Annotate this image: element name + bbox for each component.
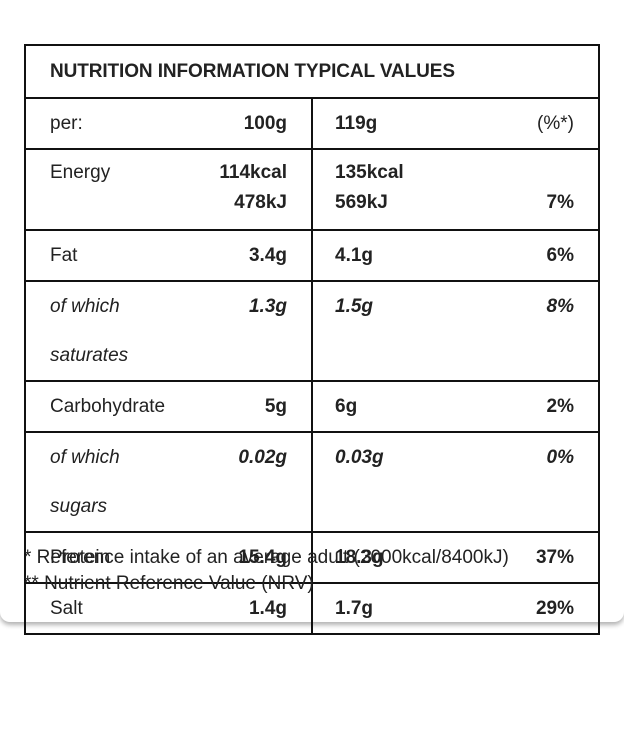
table-row: Carbohydrate 5g 6g 2% — [25, 380, 599, 432]
table-title-row: NUTRITION INFORMATION TYPICAL VALUES — [25, 45, 599, 98]
energy-label: Energy — [50, 162, 111, 183]
header-100g: 100g — [168, 97, 313, 149]
footnotes: * Reference intake of an average adult (… — [24, 545, 509, 597]
table-row: of which sugars 0.02g 0.03g 0% — [25, 431, 599, 532]
row-label: of which saturates — [25, 280, 169, 381]
row-pct: 29% — [455, 582, 599, 634]
energy-kcal-serving: 135kcal — [335, 162, 404, 183]
row-pct: 37% — [455, 531, 599, 583]
table-row: Protein 15.4g 18.3g 37% — [25, 531, 599, 583]
footnote-reference-intake: * Reference intake of an average adult (… — [24, 547, 509, 568]
row-per-100g: 5g — [168, 380, 313, 432]
row-label: Fat — [25, 229, 169, 281]
row-pct: 8% — [455, 280, 599, 381]
row-pct: 6% — [455, 229, 599, 281]
row-label: Salt — [25, 582, 169, 634]
row-per-serving: 1.7g — [312, 582, 456, 634]
energy-kj-serving: 569kJ — [335, 192, 388, 213]
row-per-100g: 1.3g — [168, 280, 313, 381]
row-label: Carbohydrate — [25, 380, 169, 432]
header-serving: 119g — [312, 97, 456, 149]
row-pct: 2% — [455, 380, 599, 432]
row-pct: 0% — [455, 431, 599, 532]
row-per-serving: 18.3g — [312, 531, 456, 583]
row-per-100g: 15.4g — [168, 531, 313, 583]
nutrition-card: NUTRITION INFORMATION TYPICAL VALUES per… — [24, 44, 600, 635]
table-header-row: per: 100g 119g (%*) — [25, 97, 599, 149]
energy-pct: 7% — [546, 192, 574, 213]
row-label: of which sugars — [25, 431, 169, 532]
table-row: Salt 1.4g 1.7g 29% — [25, 582, 599, 634]
table-row-energy: Energy 114kcal 478kJ 135kcal 569kJ 7% — [25, 148, 599, 230]
row-per-serving: 0.03g — [312, 431, 456, 532]
row-per-serving: 4.1g — [312, 229, 456, 281]
header-per-label: per: — [25, 97, 169, 149]
table-title: NUTRITION INFORMATION TYPICAL VALUES — [50, 61, 455, 82]
row-per-serving: 1.5g — [312, 280, 456, 381]
energy-kj-100g: 478kJ — [234, 192, 287, 213]
row-per-100g: 3.4g — [168, 229, 313, 281]
nutrition-table: NUTRITION INFORMATION TYPICAL VALUES per… — [24, 44, 600, 635]
table-row: of which saturates 1.3g 1.5g 8% — [25, 280, 599, 381]
row-per-100g: 0.02g — [168, 431, 313, 532]
row-per-100g: 1.4g — [168, 582, 313, 634]
table-row: Fat 3.4g 4.1g 6% — [25, 229, 599, 281]
row-per-serving: 6g — [312, 380, 456, 432]
row-label: Protein — [25, 531, 169, 583]
energy-kcal-100g: 114kcal — [219, 162, 287, 183]
footnote-nrv: ** Nutrient Reference Value (NRV) — [24, 573, 314, 594]
header-pct: (%*) — [455, 97, 599, 149]
